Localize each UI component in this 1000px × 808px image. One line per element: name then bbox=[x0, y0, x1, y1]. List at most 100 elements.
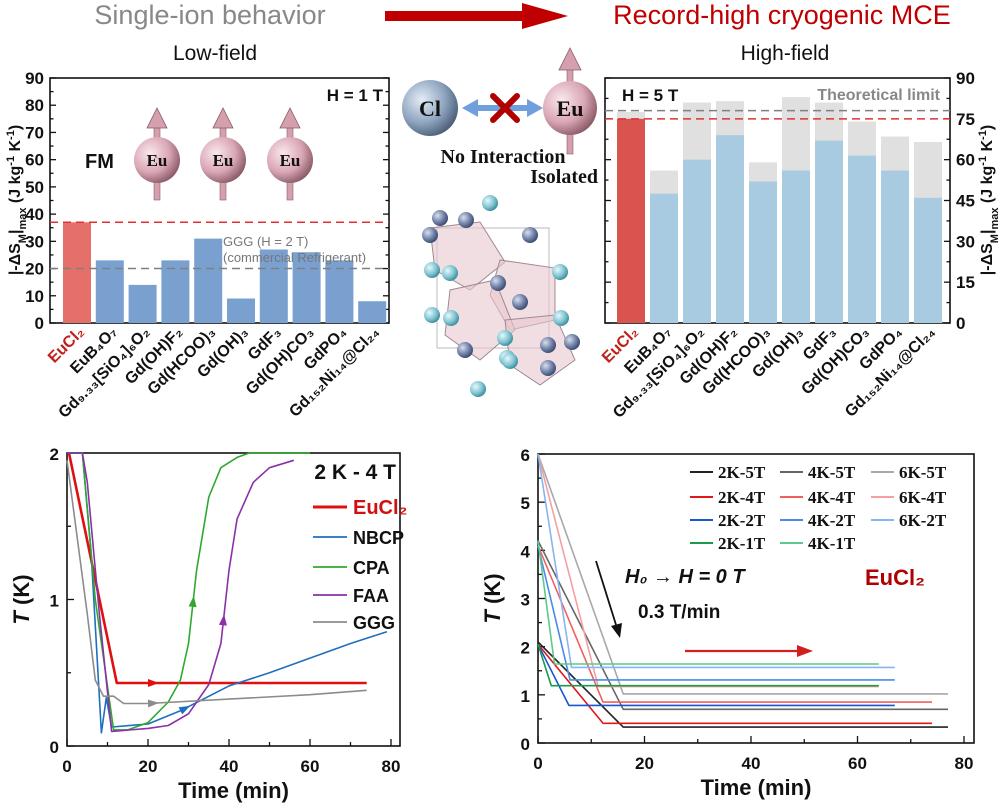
bar bbox=[815, 140, 843, 323]
atom-eu bbox=[564, 334, 580, 350]
high-field-bar-chart: 0153045607590EuCl₂EuB₄O₇Gd₉.₃₃[SiO₄]₆O₂G… bbox=[599, 69, 975, 422]
series-line bbox=[537, 641, 948, 728]
atom-cl bbox=[442, 265, 458, 281]
field-annotation: H = 1 T bbox=[327, 86, 384, 105]
y-tick-label: 2 bbox=[50, 445, 59, 464]
legend-label: 4K-1T bbox=[808, 534, 856, 553]
atom-eu bbox=[490, 275, 506, 291]
y-tick-label: 0 bbox=[521, 735, 530, 754]
fm-label: FM bbox=[85, 151, 114, 173]
y-tick-label: 70 bbox=[25, 123, 44, 142]
series-line bbox=[537, 453, 879, 688]
x-axis-title: Time (min) bbox=[701, 775, 812, 800]
legend-label: 6K-4T bbox=[899, 488, 947, 507]
y-title-part: (J kg bbox=[7, 166, 24, 208]
atom-eu bbox=[540, 337, 556, 353]
y-tick-label: 0 bbox=[50, 738, 59, 757]
series-line bbox=[537, 643, 895, 707]
legend-label: GGG bbox=[353, 613, 395, 633]
isolated-label: Isolated bbox=[530, 166, 598, 188]
eu-label: Eu bbox=[147, 151, 168, 170]
high-field-label: High-field bbox=[741, 42, 830, 65]
low-field-label: Low-field bbox=[173, 42, 257, 65]
progression-arrow bbox=[385, 3, 568, 29]
legend-label: 2K-1T bbox=[718, 534, 766, 553]
crystal-structure-image bbox=[422, 195, 580, 397]
atom-eu bbox=[522, 227, 538, 243]
legend-label: 4K-4T bbox=[808, 488, 856, 507]
x-tick-label: 40 bbox=[742, 754, 761, 773]
series-line bbox=[537, 644, 879, 687]
series-line bbox=[67, 452, 295, 733]
atom-cl bbox=[502, 353, 518, 369]
bar bbox=[716, 135, 744, 323]
legend-label: NBCP bbox=[353, 528, 404, 548]
atom-eu bbox=[422, 227, 438, 243]
legend-label: 6K-5T bbox=[899, 463, 947, 482]
y-tick-label: 10 bbox=[25, 287, 44, 306]
bar bbox=[358, 301, 387, 323]
series-line bbox=[537, 545, 895, 681]
spin-up-arrow-icon bbox=[212, 107, 234, 129]
bar bbox=[749, 181, 777, 323]
y-title-part: K bbox=[7, 139, 24, 155]
bar bbox=[128, 284, 157, 323]
y-tick-label: 45 bbox=[956, 192, 975, 211]
y-axis-title: |-ΔSM|max (J kg-1 K-1) bbox=[5, 125, 29, 275]
atom-cl bbox=[443, 310, 459, 326]
bar bbox=[227, 298, 255, 323]
y-axis-title: |-ΔSM|max (J kg-1 K-1) bbox=[977, 125, 1000, 275]
bar bbox=[95, 260, 124, 323]
demagnetization-comparison-chart: 0 20 40 60 80 0 1 2 Time (min) T (K) 2 K - 4 T EuCl… bbox=[9, 445, 407, 803]
bar bbox=[650, 193, 678, 323]
y-title-part: M bbox=[989, 234, 1000, 243]
atom-cl bbox=[497, 330, 513, 346]
y-axis-title: T (K) bbox=[480, 573, 505, 623]
atom-eu bbox=[457, 342, 473, 358]
y-tick-label: 0 bbox=[35, 314, 44, 333]
direction-arrow-icon bbox=[147, 699, 159, 708]
bar bbox=[194, 238, 223, 323]
legend-label: 2K-5T bbox=[718, 463, 766, 482]
y-tick-label: 20 bbox=[25, 260, 44, 279]
sweep-rate-annotation: 0.3 T/min bbox=[638, 602, 720, 623]
arrow-head-icon bbox=[611, 623, 622, 638]
y-title-unit: (K) bbox=[480, 573, 505, 610]
y-title-part: |-ΔS bbox=[7, 243, 24, 275]
x-tick-label: 60 bbox=[848, 754, 867, 773]
field-sweep-annotation: H₀ → H = 0 T bbox=[625, 566, 746, 588]
eu-sphere bbox=[200, 137, 246, 183]
atom-eu bbox=[540, 360, 556, 376]
legend-label: 2K-4T bbox=[718, 488, 766, 507]
y-tick-label: 5 bbox=[521, 494, 530, 513]
bar bbox=[292, 252, 321, 323]
y-title-part: | bbox=[979, 230, 996, 234]
eu-label: Eu bbox=[213, 151, 234, 170]
y-title-part: -1 bbox=[5, 130, 17, 140]
y-tick-label: 30 bbox=[956, 232, 975, 251]
y-title-symbol: T bbox=[9, 610, 34, 625]
series-line bbox=[67, 452, 310, 731]
atom-eu bbox=[512, 294, 528, 310]
left-title: Single-ion behavior bbox=[94, 0, 325, 30]
y-title-part: M bbox=[17, 234, 29, 243]
atom-cl bbox=[553, 310, 569, 326]
y-tick-label: 2 bbox=[521, 639, 530, 658]
bar bbox=[881, 170, 909, 323]
direction-arrow-icon bbox=[178, 705, 191, 715]
series-line bbox=[537, 453, 895, 669]
cl-eu-illustration: Cl Eu No Interaction Isolated bbox=[402, 47, 598, 397]
x-tick-label: 40 bbox=[220, 757, 239, 776]
legend-label: 2K-2T bbox=[718, 511, 766, 530]
x-axis-title: Time (min) bbox=[178, 778, 289, 803]
y-title-unit: (K) bbox=[9, 574, 34, 611]
condition-annotation: 2 K - 4 T bbox=[314, 461, 396, 484]
ggg-label-2: (commercial Refrigerant) bbox=[223, 250, 366, 265]
x-tick-label: 80 bbox=[955, 754, 974, 773]
bar bbox=[161, 260, 190, 323]
y-title-part: | bbox=[7, 230, 24, 234]
direction-arrow-icon bbox=[148, 679, 159, 688]
y-tick-label: 60 bbox=[25, 151, 44, 170]
low-field-bar-chart: 0102030405060708090EuCl₂EuB₄O₇Gd₉.₃₃[SiO… bbox=[25, 69, 390, 422]
